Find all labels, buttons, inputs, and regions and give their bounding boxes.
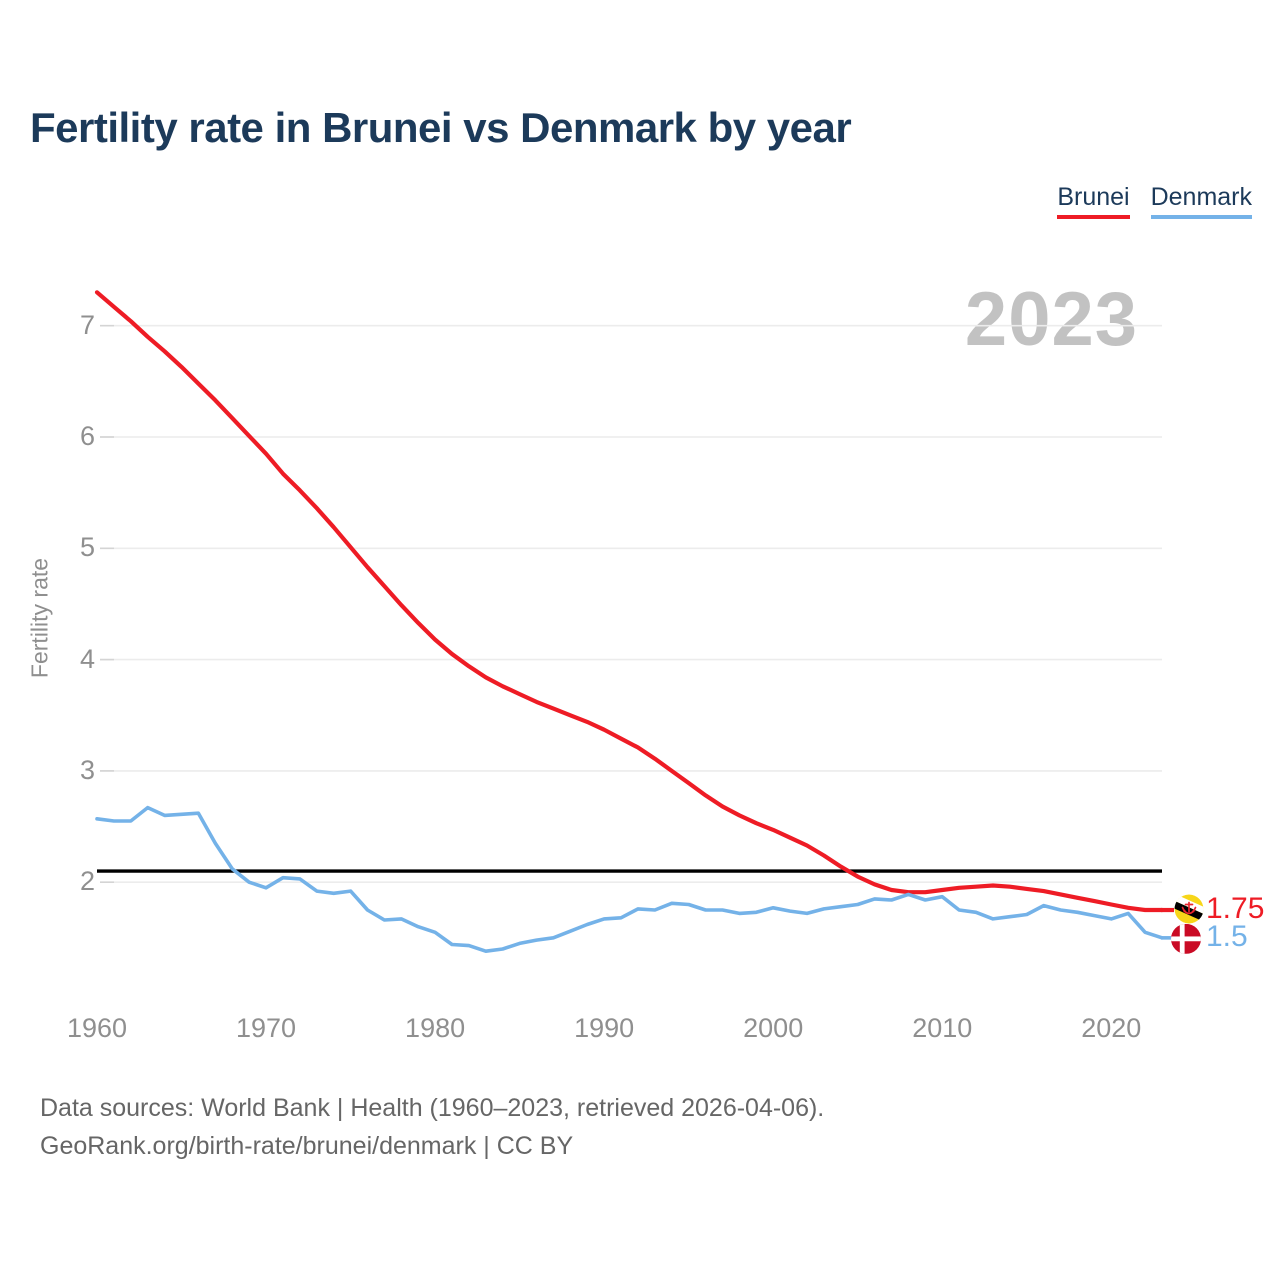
end-value-denmark: 1.5 xyxy=(1206,919,1248,953)
legend-item-denmark[interactable]: Denmark xyxy=(1150,183,1252,219)
chart-footer: Data sources: World Bank | Health (1960–… xyxy=(40,1090,824,1165)
y-tick-label: 7 xyxy=(79,309,95,340)
x-tick-label: 2010 xyxy=(912,1013,973,1043)
x-tick-label: 2020 xyxy=(1081,1013,1142,1043)
series-line-denmark xyxy=(95,805,1164,954)
denmark-flag-icon xyxy=(1171,923,1201,954)
y-tick-label: 2 xyxy=(79,866,95,897)
brunei-flag-icon xyxy=(1174,894,1204,924)
attribution-line: GeoRank.org/birth-rate/brunei/denmark | … xyxy=(40,1131,574,1160)
y-tick-label: 4 xyxy=(79,643,95,674)
series-line-brunei xyxy=(94,290,1165,913)
x-tick-label: 1970 xyxy=(236,1013,297,1043)
y-tick-label: 6 xyxy=(79,421,95,451)
x-tick-label: 2000 xyxy=(743,1013,804,1043)
y-tick-label: 5 xyxy=(79,532,95,563)
x-tick-label: 1990 xyxy=(574,1013,635,1043)
legend: Brunei Denmark xyxy=(1057,183,1252,219)
page-title: Fertility rate in Brunei vs Denmark by y… xyxy=(30,104,852,151)
end-value-brunei: 1.75 xyxy=(1206,892,1265,926)
data-source-line: Data sources: World Bank | Health (1960–… xyxy=(40,1094,825,1122)
year-watermark: 2023 xyxy=(964,277,1138,362)
legend-item-brunei[interactable]: Brunei xyxy=(1057,183,1130,219)
x-tick-label: 1980 xyxy=(405,1013,466,1043)
x-tick-label: 1960 xyxy=(66,1013,128,1043)
y-tick-label: 3 xyxy=(79,754,95,785)
